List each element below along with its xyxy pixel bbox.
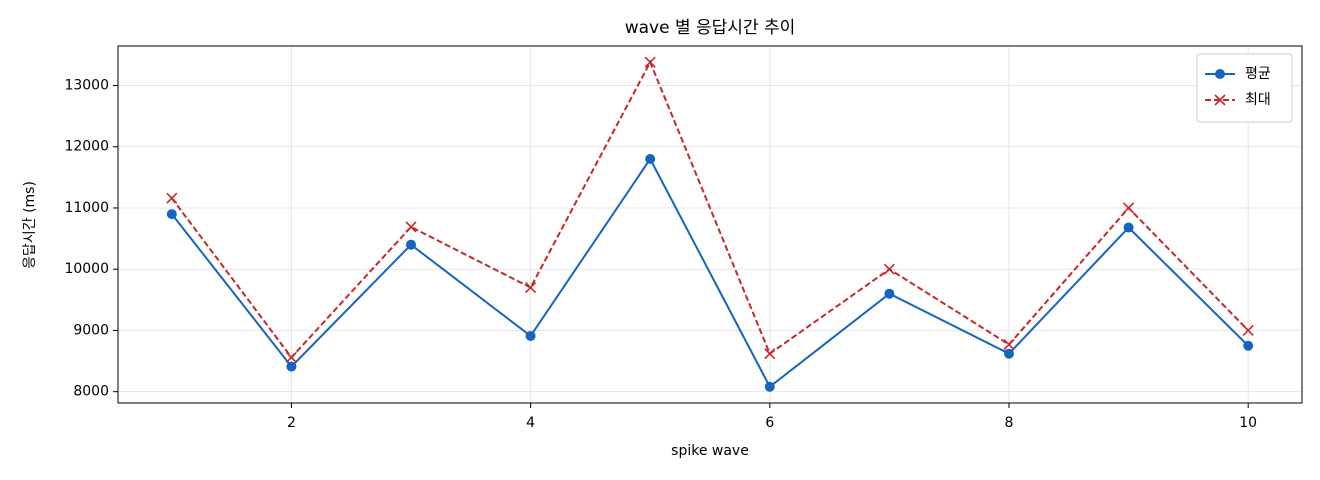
x-axis-label: spike wave <box>671 443 749 459</box>
y-tick-label: 8000 <box>73 384 109 400</box>
y-tick-label: 12000 <box>64 139 109 155</box>
series-line <box>171 59 1249 359</box>
data-point <box>1123 202 1135 214</box>
x-tick-label: 10 <box>1239 415 1257 431</box>
data-point <box>764 348 776 360</box>
data-point <box>1003 348 1014 359</box>
series-line <box>171 157 1249 389</box>
y-tick-label: 11000 <box>64 200 109 216</box>
x-tick-label: 4 <box>526 415 535 431</box>
legend-box <box>1196 53 1293 123</box>
legend-label: 최대 <box>1245 92 1271 108</box>
data-point <box>883 263 895 275</box>
x-tick-label: 6 <box>765 415 774 431</box>
data-point <box>1123 222 1134 233</box>
data-point <box>405 221 417 233</box>
data-point <box>644 56 656 68</box>
data-point <box>525 282 537 294</box>
legend-label: 평균 <box>1245 66 1271 82</box>
y-tick-label: 10000 <box>64 261 109 277</box>
data-point <box>764 381 775 392</box>
data-point <box>406 239 417 250</box>
data-point <box>285 351 297 363</box>
data-point <box>1243 340 1254 351</box>
data-point <box>645 153 656 164</box>
chart-title: wave 별 응답시간 추이 <box>625 18 796 38</box>
y-tick-label: 9000 <box>73 322 109 338</box>
y-axis-label: 응답시간 (ms) <box>22 181 38 269</box>
legend-marker <box>1215 69 1225 79</box>
data-point <box>286 361 297 372</box>
legend-marker <box>1214 94 1226 106</box>
plot-frame <box>117 45 1303 404</box>
y-tick-label: 13000 <box>64 77 109 93</box>
data-point <box>884 288 895 299</box>
data-point <box>1003 338 1015 351</box>
data-point <box>525 330 536 341</box>
data-point <box>166 209 177 220</box>
data-point <box>166 192 178 204</box>
x-tick-label: 8 <box>1005 415 1014 431</box>
data-point <box>1242 324 1254 337</box>
x-tick-label: 2 <box>287 415 296 431</box>
